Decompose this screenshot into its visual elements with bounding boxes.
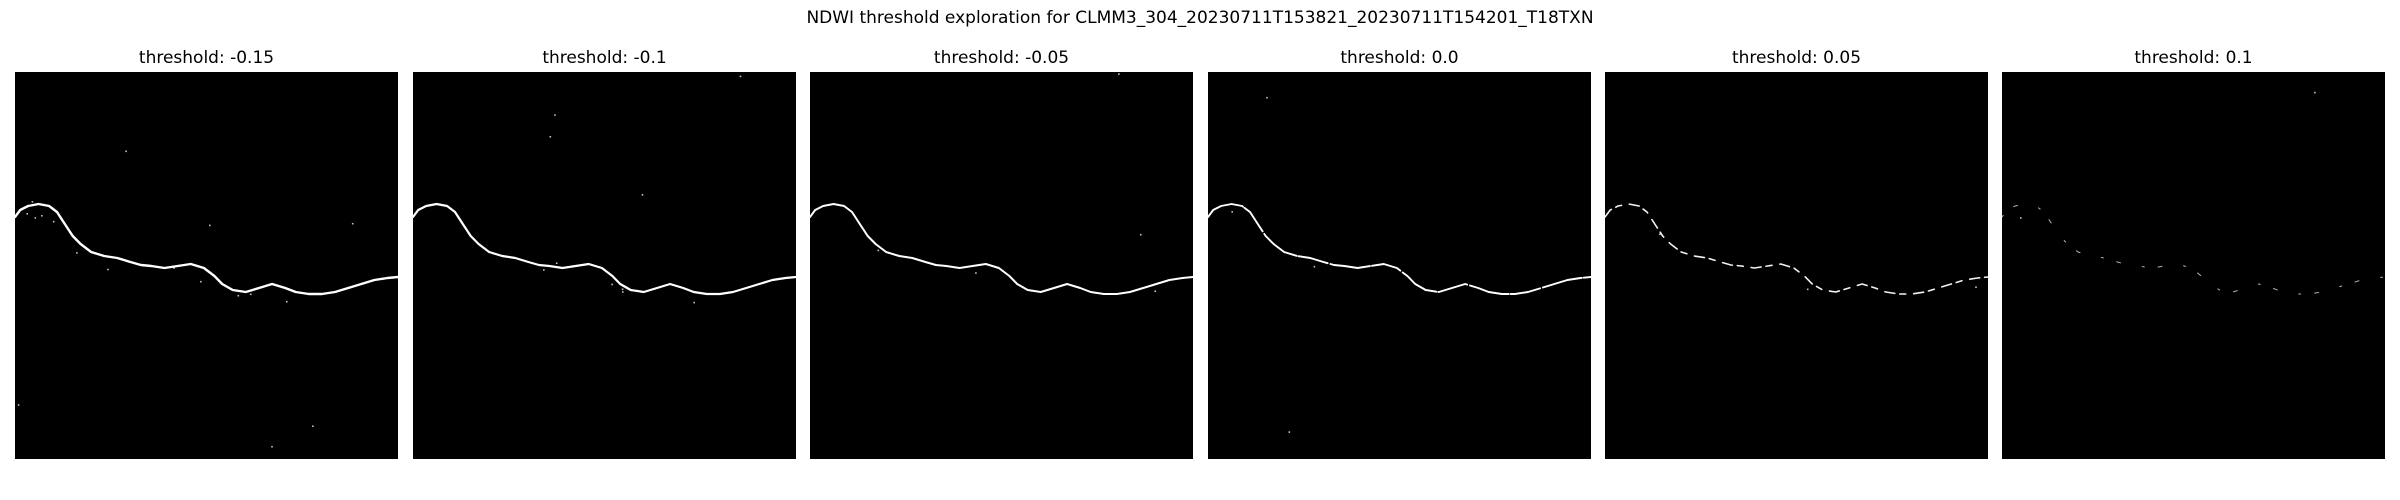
water-speck — [1806, 288, 1809, 291]
river-outline — [2002, 203, 2385, 295]
water-speck — [641, 194, 644, 196]
water-mask-image — [810, 72, 1193, 459]
panel-title: threshold: -0.1 — [542, 48, 667, 68]
water-speck — [1658, 233, 1661, 236]
river-outline — [413, 202, 796, 296]
mask-background — [1208, 72, 1591, 459]
water-mask-image — [1605, 72, 1988, 459]
panel-title: threshold: 0.0 — [1340, 48, 1459, 68]
water-speck — [76, 252, 78, 254]
panel-title: threshold: 0.1 — [2134, 48, 2253, 68]
water-speck — [1118, 73, 1120, 75]
water-speck — [877, 249, 880, 252]
water-speck — [107, 268, 109, 271]
water-speck — [271, 445, 273, 448]
water-speck — [312, 425, 314, 427]
water-mask-image — [2002, 72, 2385, 459]
water-speck — [52, 220, 55, 223]
panel-threshold-neg-0-15: threshold: -0.15 — [15, 48, 398, 459]
water-speck — [1231, 211, 1233, 213]
mask-background — [810, 72, 1193, 459]
mask-background — [1605, 72, 1988, 459]
water-speck — [1288, 431, 1291, 433]
water-speck — [555, 262, 558, 264]
water-speck — [1266, 96, 1268, 99]
water-speck — [693, 301, 695, 304]
water-speck — [200, 280, 202, 283]
water-speck — [549, 136, 552, 138]
water-speck — [2020, 217, 2022, 219]
water-speck — [286, 300, 288, 303]
water-speck — [26, 213, 28, 215]
water-speck — [31, 201, 34, 203]
mask-background — [2002, 72, 2385, 459]
water-speck — [1313, 265, 1316, 268]
figure-title: NDWI threshold exploration for CLMM3_304… — [806, 8, 1594, 28]
panel-title: threshold: -0.05 — [933, 48, 1070, 68]
panel-threshold-0-05: threshold: 0.05 — [1605, 48, 1988, 459]
water-speck — [41, 215, 43, 217]
water-mask-image — [1208, 72, 1591, 459]
water-mask-image — [413, 72, 796, 459]
river-outline — [810, 203, 1193, 295]
water-speck — [1140, 233, 1142, 236]
panel-threshold-neg-0-05: threshold: -0.05 — [810, 48, 1193, 459]
water-speck — [611, 283, 613, 286]
water-speck — [237, 294, 240, 297]
panel-title: threshold: -0.15 — [138, 48, 275, 68]
panel-threshold-neg-0-1: threshold: -0.1 — [413, 48, 796, 459]
mask-background — [15, 72, 398, 459]
water-speck — [739, 75, 742, 78]
water-speck — [209, 224, 211, 227]
water-speck — [1154, 290, 1156, 292]
water-speck — [2314, 91, 2316, 94]
mask-background — [413, 72, 796, 459]
panel-threshold-0-0: threshold: 0.0 — [1208, 48, 1591, 459]
water-speck — [622, 291, 624, 293]
river-outline — [15, 202, 398, 296]
water-speck — [17, 404, 20, 406]
water-speck — [975, 272, 977, 274]
river-outline — [1605, 203, 1988, 295]
panel-threshold-0-1: threshold: 0.1 — [2002, 48, 2385, 459]
water-speck — [250, 293, 252, 296]
panel-title: threshold: 0.05 — [1731, 48, 1862, 68]
water-speck — [621, 288, 624, 291]
water-speck — [1975, 286, 1977, 288]
water-speck — [34, 217, 37, 219]
water-speck — [173, 267, 175, 269]
water-mask-image — [15, 72, 398, 459]
water-speck — [554, 114, 556, 116]
water-speck — [351, 222, 354, 225]
water-speck — [125, 150, 127, 153]
water-speck — [543, 269, 545, 271]
river-outline — [1208, 203, 1591, 295]
